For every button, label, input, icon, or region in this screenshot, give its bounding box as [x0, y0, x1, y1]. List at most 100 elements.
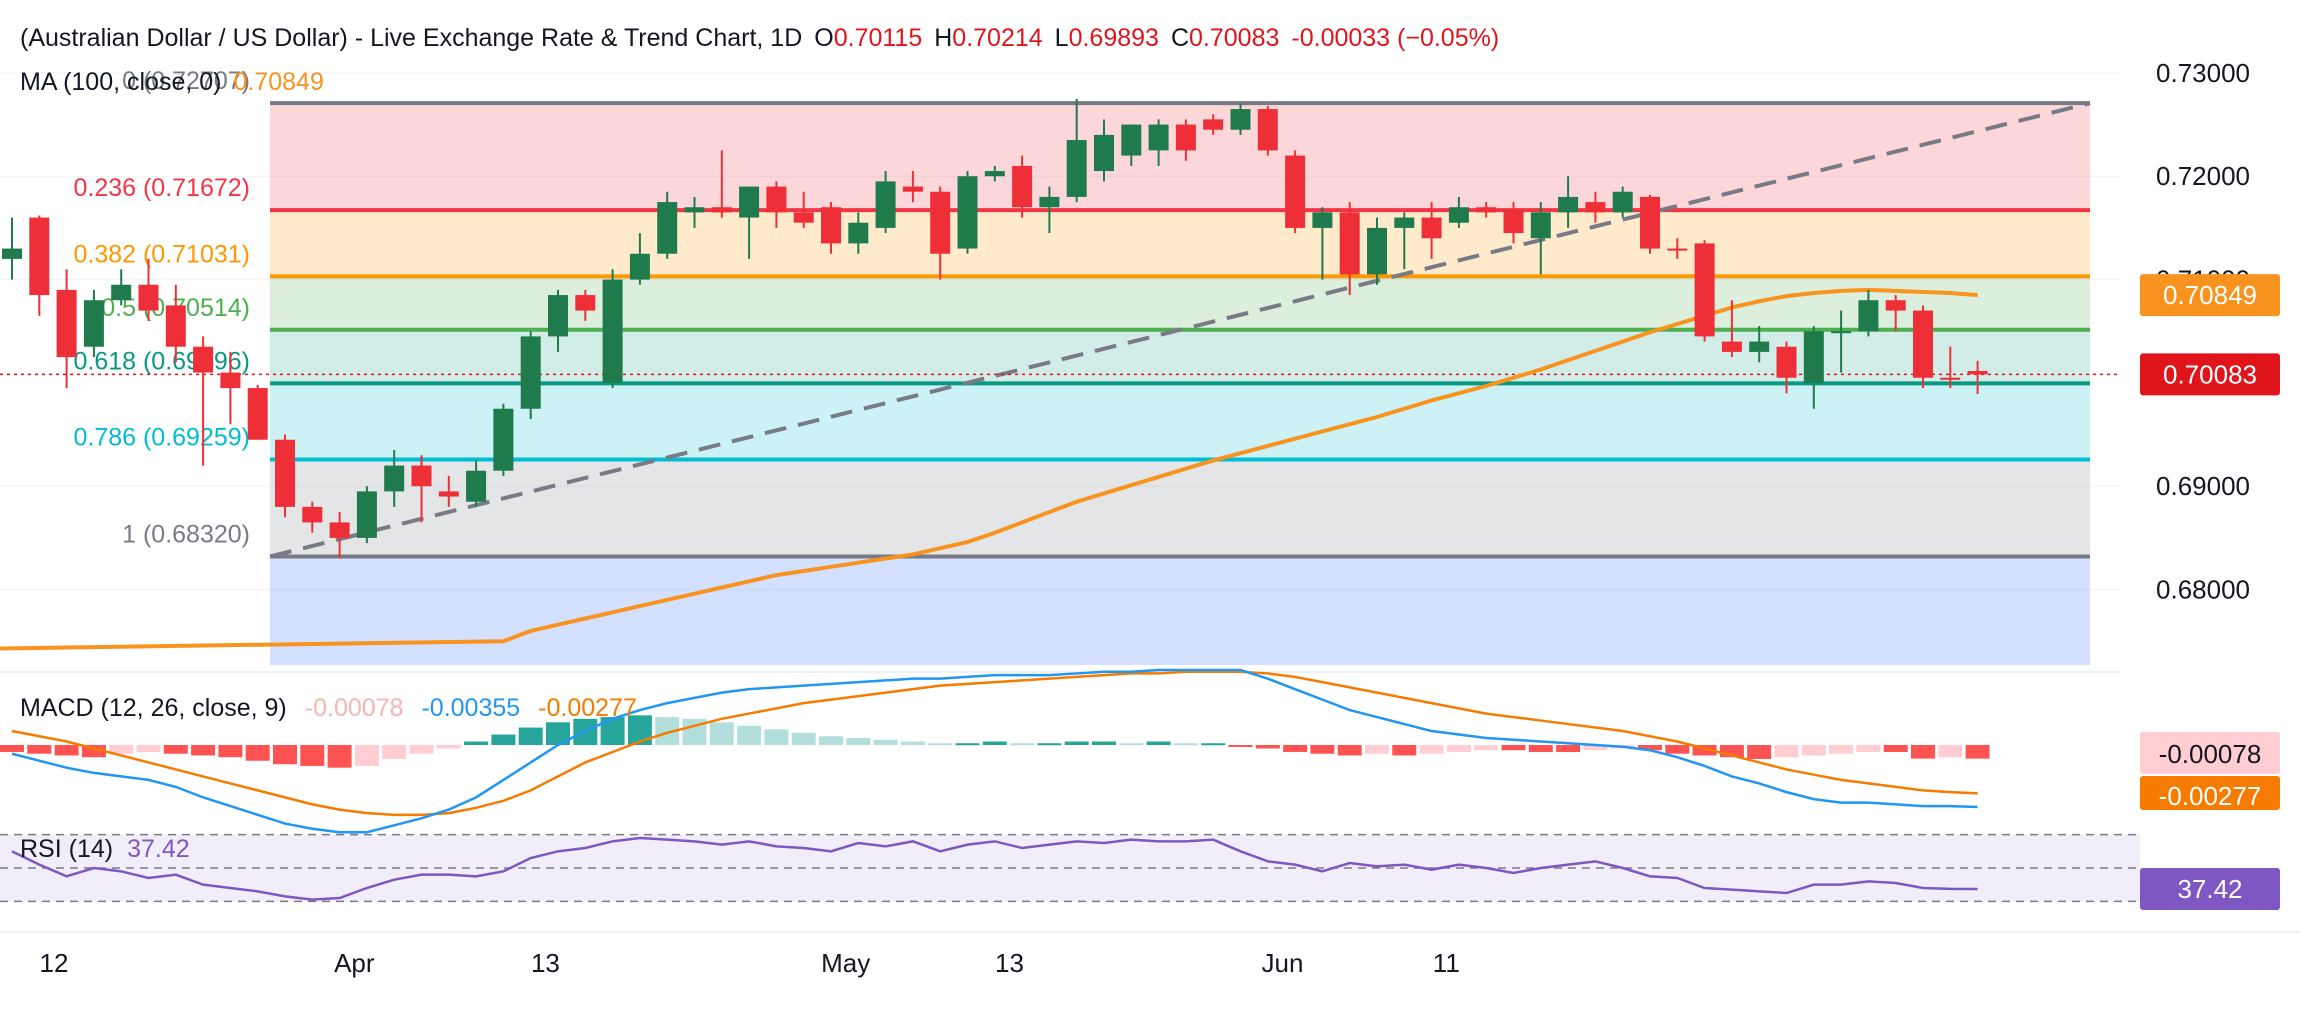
macd-histogram-bar — [1337, 745, 1362, 756]
fib-label: 0.618 (0.69996) — [73, 347, 250, 375]
candle — [520, 331, 541, 420]
candle-body — [629, 253, 650, 280]
candle — [1421, 202, 1442, 259]
rsi-legend-label: RSI (14) — [20, 835, 113, 863]
macd-histogram-bar — [354, 745, 379, 766]
candle — [1585, 191, 1606, 223]
rsi-pane — [0, 833, 2140, 903]
price-tick-label: 0.68000 — [2156, 575, 2250, 605]
macd-hist-badge: -0.00078 — [2140, 732, 2280, 774]
macd-histogram-bar — [1064, 741, 1089, 745]
macd-histogram-bar — [1310, 745, 1335, 754]
macd-histogram-bar — [1911, 745, 1935, 759]
candle — [1230, 103, 1251, 135]
candle-body — [1367, 227, 1387, 275]
macd-histogram-bar — [546, 722, 570, 745]
candle — [1612, 186, 1633, 218]
candle-body — [193, 346, 214, 373]
macd-histogram-bar — [791, 732, 816, 745]
macd-histogram-bar — [464, 741, 489, 745]
open-label: O — [814, 24, 833, 52]
fib-zone — [270, 556, 2090, 665]
candle-body — [1831, 331, 1852, 334]
macd-histogram-bar — [1037, 743, 1062, 746]
candle-body — [356, 491, 377, 538]
candle — [984, 165, 1005, 182]
macd-signal-value: -0.00277 — [538, 694, 637, 722]
chart-title-text: (Australian Dollar / US Dollar) - Live E… — [20, 24, 802, 52]
candle-body — [1694, 243, 1715, 337]
candle-body — [83, 300, 104, 347]
fib-zone — [270, 210, 2090, 277]
candle — [1967, 360, 1988, 394]
macd-histogram-bar — [27, 745, 52, 754]
candle — [1121, 124, 1142, 166]
macd-histogram-bar — [327, 745, 352, 768]
macd-histogram-bar — [245, 745, 270, 761]
candle-body — [1448, 207, 1469, 223]
candle-body — [1885, 300, 1906, 311]
macd-histogram-bar — [1829, 745, 1854, 754]
rsi-legend-value: 37.42 — [127, 835, 190, 863]
candle — [1312, 207, 1333, 280]
candle — [1476, 202, 1497, 218]
candle — [193, 336, 214, 466]
macd-histogram-bar — [846, 738, 871, 745]
candle — [1285, 150, 1306, 234]
macd-hist-badge-bg — [2140, 732, 2280, 774]
candle-body — [302, 506, 323, 523]
macd-legend: MACD (12, 26, close, 9) -0.00078 -0.00355-… — [20, 694, 637, 722]
macd-signal-badge-bg — [2140, 776, 2280, 810]
candle — [1066, 98, 1087, 203]
candle — [711, 150, 732, 218]
candle-body — [821, 207, 841, 244]
close-value: 0.70083 — [1189, 24, 1279, 52]
candle-body — [411, 465, 432, 487]
fib-label: 0.236 (0.71672) — [73, 174, 250, 202]
macd-histogram-bar — [709, 722, 734, 745]
candle — [1640, 194, 1660, 254]
rsi-badge-text: 37.42 — [2177, 874, 2242, 904]
candle-body — [1476, 207, 1497, 213]
macd-histogram-bar — [54, 745, 79, 756]
candle — [1394, 212, 1415, 270]
macd-histogram-bar — [1747, 745, 1772, 759]
candle — [1940, 346, 1961, 389]
macd-histogram-bar — [1255, 745, 1280, 749]
time-tick-label: 12 — [40, 948, 69, 978]
candle-body — [1039, 196, 1060, 208]
candle — [1012, 155, 1033, 218]
macd-histogram-bar — [1528, 745, 1553, 752]
macd-histogram-bar — [928, 743, 953, 746]
candle — [29, 215, 50, 316]
candle-body — [902, 186, 923, 192]
macd-histogram-bar — [1501, 745, 1526, 751]
candle — [1203, 114, 1224, 135]
candle-body — [930, 191, 951, 254]
macd-histogram-bar — [1146, 741, 1171, 745]
candle-body — [657, 202, 678, 254]
candle — [684, 196, 705, 228]
fib-zone — [270, 276, 2090, 330]
candle — [1039, 186, 1060, 234]
candle-body — [1749, 341, 1770, 352]
candle — [329, 512, 350, 559]
time-tick-label: 11 — [1433, 948, 1460, 978]
time-tick-label: 13 — [995, 948, 1024, 978]
macd-signal-line — [11, 670, 1978, 817]
candle-body — [1121, 124, 1142, 156]
candle-body — [875, 181, 896, 228]
candle — [1749, 326, 1770, 363]
candle — [1913, 305, 1933, 389]
candle — [275, 434, 295, 518]
rsi-badge-bg — [2140, 867, 2280, 910]
macd-main-line — [11, 668, 1978, 834]
candle — [384, 450, 405, 507]
macd-histogram-bar — [1419, 745, 1444, 754]
price-tick-label: 0.73000 — [2156, 58, 2250, 88]
candle-body — [384, 465, 405, 492]
candle — [493, 403, 514, 476]
macd-hist-value: -0.00078 — [305, 694, 404, 722]
macd-histogram-bar — [1692, 745, 1717, 756]
